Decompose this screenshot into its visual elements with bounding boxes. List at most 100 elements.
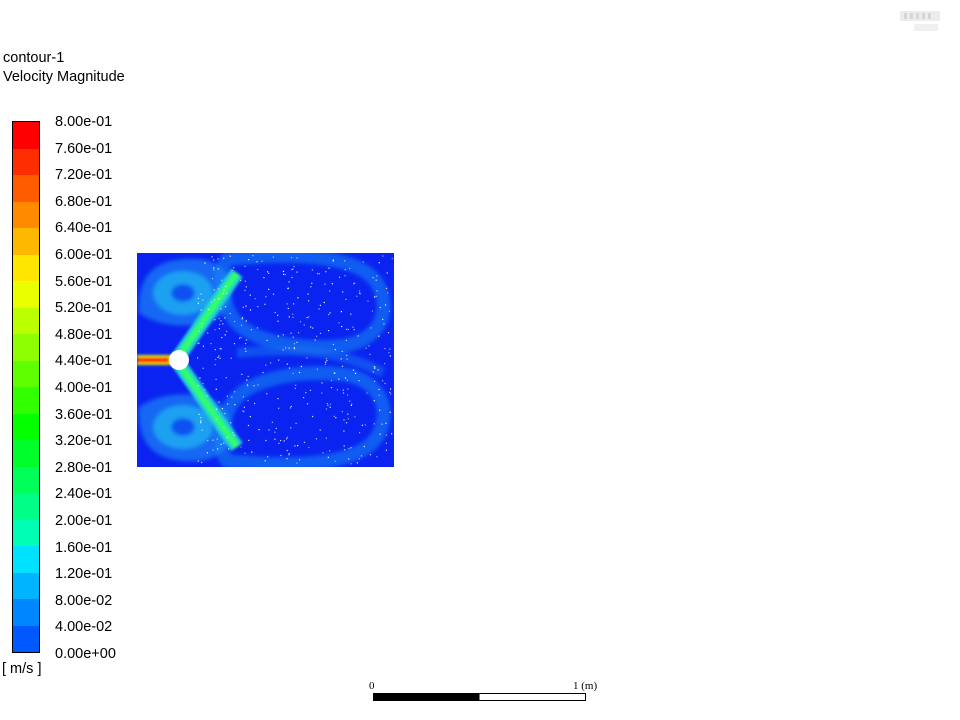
particle-dot [359,432,361,434]
particle-dot [330,379,333,382]
particle-dot [294,387,296,389]
particle-dot [198,413,200,415]
particle-dot [381,423,383,425]
particle-dot [316,273,319,275]
particle-dot [264,460,266,462]
particle-dot [329,403,332,405]
particle-dot [256,261,258,263]
particle-dot [214,319,216,321]
particle-dot [218,328,220,330]
particle-dot [246,384,248,386]
particle-dot [213,289,215,291]
particle-dot [344,275,346,277]
particle-dot [200,417,202,419]
particle-dot [224,334,226,336]
legend-label: 8.00e-02 [55,592,113,609]
particle-dot [220,348,222,350]
particle-dot [294,445,296,447]
particle-dot [228,448,230,450]
particle-dot [199,377,201,379]
particle-dot [197,343,199,345]
particle-dot [271,421,273,423]
particle-dot [372,371,374,373]
particle-dot [244,348,246,350]
particle-dot [200,309,202,311]
particle-dot [346,358,348,360]
particle-dot [329,406,331,408]
particle-dot [318,273,320,275]
particle-dot [326,360,328,362]
particle-dot [379,433,381,435]
legend-label: 3.20e-01 [55,433,113,450]
particle-dot [306,357,308,359]
particle-dot [373,423,375,425]
particle-dot [262,371,264,374]
particle-dot [387,332,390,334]
particle-dot [378,335,380,337]
particle-dot [387,292,389,294]
particle-dot [342,389,344,391]
legend-color-band [13,572,39,599]
particle-dot [197,460,199,462]
particle-dot [353,329,355,331]
particle-dot [204,262,206,264]
legend-color-band [13,546,39,573]
particle-dot [374,366,376,368]
particle-dot [329,290,331,292]
particle-dot [241,373,243,375]
particle-dot [234,320,236,323]
particle-dot [244,452,246,454]
variable-name: Velocity Magnitude [3,69,125,85]
particle-dot [314,339,316,341]
particle-dot [332,343,334,346]
particle-dot [391,433,393,435]
particle-dot [201,461,203,464]
length-scale-bar: 0 1 (m) [366,680,606,706]
particle-dot [198,330,200,332]
particle-dot [326,403,328,405]
particle-dot [208,308,210,311]
particle-dot [308,316,310,318]
particle-dot [370,327,372,329]
particle-dot [344,449,346,451]
particle-dot [310,326,312,328]
particle-dot [245,320,247,322]
legend-label: 2.40e-01 [55,486,113,503]
particle-dot [356,462,358,464]
particle-dot [332,259,334,261]
particle-dot [213,267,215,269]
particle-dot [293,303,295,305]
particle-dot [241,317,244,319]
particle-dot [240,446,242,448]
legend-color-band [13,148,39,175]
particle-dot [219,347,221,350]
particle-dot [287,307,289,309]
legend-label: 5.60e-01 [55,273,113,290]
particle-dot [256,327,258,329]
particle-dot [335,417,337,419]
particle-dot [225,377,227,379]
particle-dot [220,443,222,445]
particle-dot [333,415,335,417]
particle-dot [384,304,387,306]
particle-dot [347,394,349,396]
legend-color-band [13,625,39,652]
particle-dot [200,420,202,422]
particle-dot [343,445,345,447]
particle-dot [223,257,225,259]
particle-dot [291,276,293,279]
particle-dot [343,419,345,421]
particle-dot [291,269,293,271]
particle-dot [277,314,279,316]
particle-dot [284,347,287,349]
particle-dot [327,456,329,458]
particle-dot [391,258,393,260]
particle-dot [268,272,270,274]
particle-dot [287,287,289,290]
particle-dot [371,310,373,312]
particle-dot [379,409,381,411]
particle-dot [316,335,318,337]
particle-dot [340,311,342,313]
particle-dot [286,449,288,452]
particle-dot [297,297,299,299]
